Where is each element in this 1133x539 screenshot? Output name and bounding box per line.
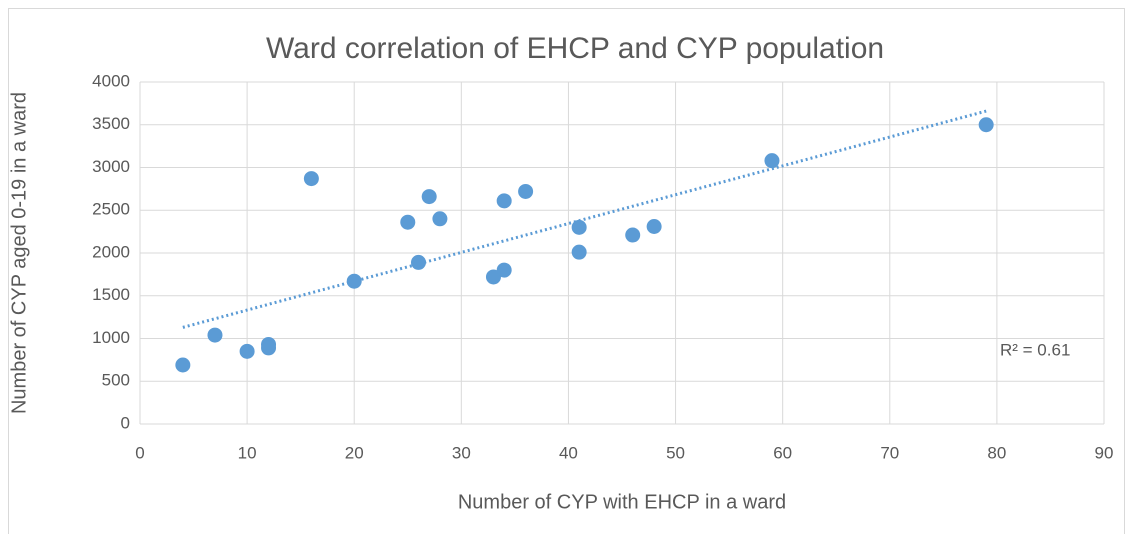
point [646, 218, 662, 234]
point [239, 343, 255, 359]
x-tick-label: 10 [238, 443, 257, 462]
y-tick-label: 3500 [92, 114, 130, 133]
y-tick-label: 500 [102, 371, 130, 390]
point [410, 254, 426, 270]
x-tick-label: 0 [135, 443, 144, 462]
x-tick-label: 80 [987, 443, 1006, 462]
point [518, 183, 534, 199]
point [421, 189, 437, 205]
x-tick-label: 60 [773, 443, 792, 462]
chart-title: Ward correlation of EHCP and CYP populat… [266, 32, 884, 65]
point [485, 269, 501, 285]
point [496, 193, 512, 209]
y-tick-label: 1000 [92, 328, 130, 347]
point [261, 340, 277, 356]
point [571, 244, 587, 260]
point [764, 153, 780, 169]
point [978, 117, 994, 133]
x-tick-label: 50 [666, 443, 685, 462]
point [571, 219, 587, 235]
point [346, 273, 362, 289]
y-tick-label: 4000 [92, 71, 130, 90]
trendline [182, 109, 987, 329]
x-tick-label: 70 [880, 443, 899, 462]
y-tick-label: 1500 [92, 285, 130, 304]
x-axis-label: Number of CYP with EHCP in a ward [458, 491, 786, 513]
x-tick-label: 30 [452, 443, 471, 462]
point [400, 214, 416, 230]
point [496, 262, 512, 278]
r-squared: R² = 0.61 [1000, 340, 1070, 359]
y-tick-label: 2500 [92, 200, 130, 219]
point [303, 171, 319, 187]
y-tick-label: 0 [121, 413, 130, 432]
point [175, 357, 191, 373]
x-tick-label: 20 [345, 443, 364, 462]
point [625, 227, 641, 243]
x-tick-label: 40 [559, 443, 578, 462]
point [432, 211, 448, 227]
y-tick-label: 3000 [92, 157, 130, 176]
point [207, 327, 223, 343]
y-tick-label: 2000 [92, 242, 130, 261]
chart-frame [8, 8, 1125, 539]
y-axis-label: Number of CYP aged 0-19 in a ward [8, 92, 30, 414]
x-tick-label: 90 [1095, 443, 1114, 462]
